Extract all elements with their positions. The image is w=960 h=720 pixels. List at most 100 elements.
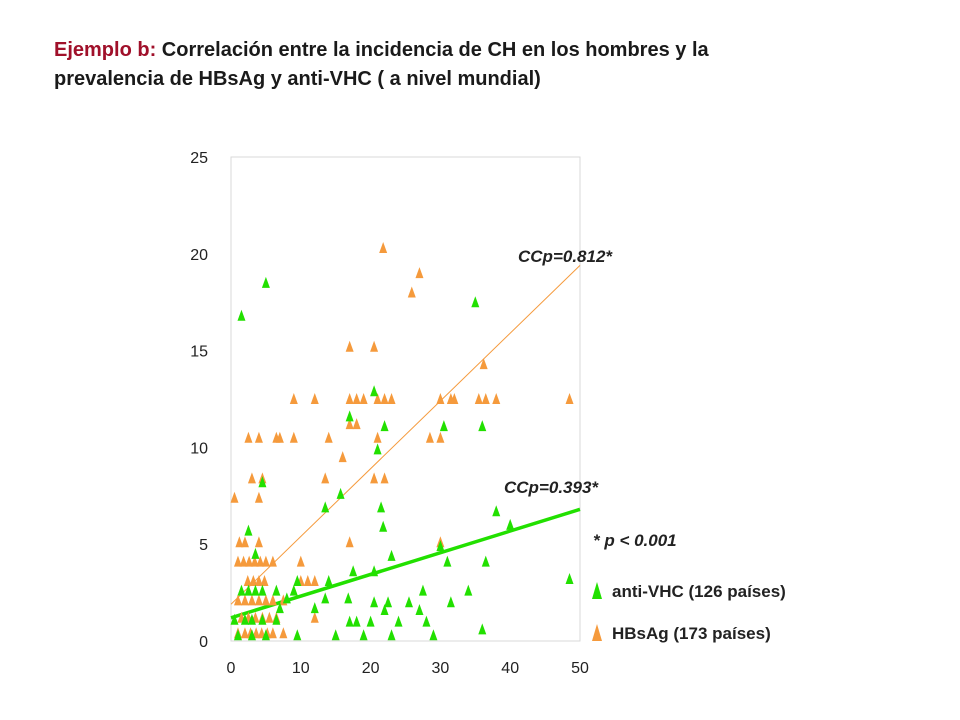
data-point (366, 615, 375, 627)
data-point (359, 393, 368, 404)
data-point (450, 393, 459, 404)
data-point (418, 584, 427, 596)
data-point (352, 393, 361, 404)
legend-antivhc-label: anti-VHC (126 países) (612, 582, 786, 601)
data-point (272, 613, 281, 625)
data-point (268, 594, 277, 606)
data-point (384, 596, 393, 608)
data-point (240, 627, 249, 639)
data-point (260, 574, 269, 586)
y-tick-label: 15 (190, 344, 208, 361)
data-point (373, 431, 382, 443)
data-point (289, 393, 298, 404)
data-point (345, 418, 354, 430)
data-point (243, 574, 252, 586)
x-tick-label: 0 (227, 660, 236, 677)
y-tick-label: 10 (190, 440, 208, 457)
data-point (310, 602, 319, 614)
data-point (446, 596, 455, 608)
data-point (230, 491, 239, 503)
data-point (324, 431, 333, 443)
data-point (492, 505, 501, 517)
data-point (258, 613, 267, 625)
data-point (422, 615, 431, 627)
y-tick-label: 20 (190, 247, 208, 264)
data-point (235, 536, 244, 548)
data-point (345, 393, 354, 404)
data-point (244, 524, 253, 536)
data-point (478, 420, 487, 432)
title-prefix: Ejemplo b: (54, 39, 157, 61)
data-point (230, 613, 239, 625)
data-point (282, 592, 291, 604)
data-point (254, 594, 263, 606)
data-point (345, 536, 354, 548)
data-point (425, 431, 434, 443)
data-point (261, 594, 270, 606)
data-point (321, 501, 330, 513)
data-point (254, 574, 263, 586)
data-point (436, 393, 445, 404)
data-point (247, 629, 256, 641)
data-point (240, 594, 249, 606)
data-point (380, 604, 389, 616)
data-point (439, 420, 448, 432)
legend-hbsag-label: HBsAg (173 países) (612, 624, 771, 643)
points-hbsag (230, 241, 574, 639)
data-point (373, 443, 382, 455)
y-axis-ticks: 0 5 10 15 20 25 (190, 150, 208, 651)
data-point (258, 584, 267, 596)
data-point (289, 431, 298, 443)
data-point (250, 555, 259, 567)
data-point (244, 431, 253, 443)
data-point (345, 410, 354, 422)
data-point (407, 286, 416, 298)
data-point (370, 472, 379, 484)
ccp-antivhc-label: CCp=0.393* (504, 478, 599, 497)
data-point (479, 358, 488, 370)
data-point (436, 540, 445, 552)
x-tick-label: 50 (571, 660, 589, 677)
data-point (275, 431, 284, 443)
data-point (464, 584, 473, 596)
data-point (436, 431, 445, 443)
data-point (247, 613, 256, 625)
data-point (237, 584, 246, 596)
data-point (272, 584, 281, 596)
data-point (373, 393, 382, 404)
data-point (251, 584, 260, 596)
data-point (387, 393, 396, 404)
data-point (249, 574, 258, 586)
data-point (258, 476, 267, 488)
data-point (303, 574, 312, 586)
data-point (268, 555, 277, 567)
legend-antivhc-marker (592, 582, 602, 599)
data-point (275, 602, 284, 614)
data-point (379, 241, 388, 253)
data-point (233, 594, 242, 606)
chart-title: Ejemplo b: Correlación entre la incidenc… (54, 36, 914, 94)
y-tick-label: 25 (190, 150, 208, 167)
data-point (565, 393, 574, 404)
data-point (370, 596, 379, 608)
data-point (244, 584, 253, 596)
data-point (492, 393, 501, 404)
data-point (379, 520, 388, 532)
data-point (338, 451, 347, 463)
x-tick-label: 30 (432, 660, 450, 677)
data-point (254, 431, 263, 443)
data-point (345, 340, 354, 352)
data-point (331, 629, 340, 641)
data-point (239, 555, 248, 567)
data-point (261, 555, 270, 567)
data-point (415, 604, 424, 616)
data-point (289, 584, 298, 596)
data-point (359, 629, 368, 641)
data-point (352, 615, 361, 627)
pvalue-note: * p < 0.001 (593, 531, 677, 550)
data-point (261, 629, 270, 641)
data-point (481, 393, 490, 404)
data-point (245, 555, 254, 567)
data-point (370, 340, 379, 352)
y-tick-label: 5 (199, 537, 208, 554)
